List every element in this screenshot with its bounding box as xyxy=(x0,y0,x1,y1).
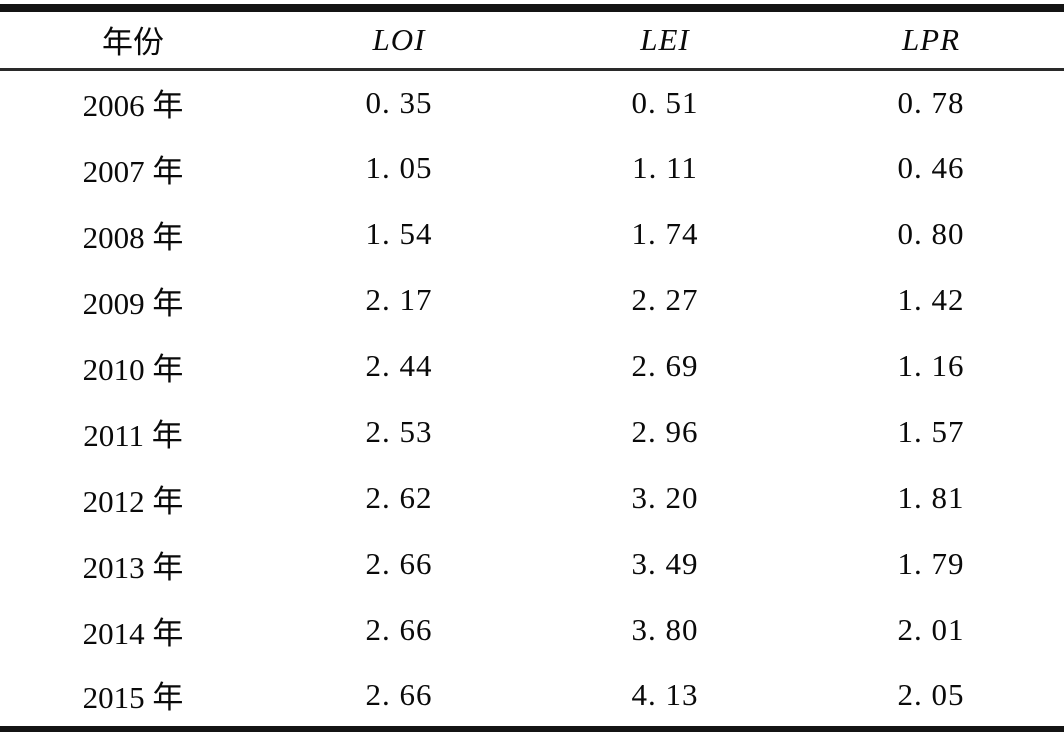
loi-cell: 2. 53 xyxy=(365,414,433,449)
lpr-cell: 0. 78 xyxy=(897,84,965,120)
lpr-cell: 1. 57 xyxy=(897,414,965,449)
lei-cell: 1. 74 xyxy=(631,216,699,251)
table-row-2014: 2014 年 2. 66 3. 80 2. 01 xyxy=(0,597,1064,663)
table-row-2013: 2013 年 2. 66 3. 49 1. 79 xyxy=(0,531,1064,597)
column-header-loi: LOI xyxy=(372,21,426,57)
table-row-2011: 2011 年 2. 53 2. 96 1. 57 xyxy=(0,399,1064,465)
year-cell: 2011 年 xyxy=(83,417,183,453)
year-cell: 2006 年 xyxy=(82,88,184,124)
table-row-2009: 2009 年 2. 17 2. 27 1. 42 xyxy=(0,267,1064,333)
lei-cell: 4. 13 xyxy=(631,676,699,712)
lei-cell: 3. 49 xyxy=(631,546,699,581)
lpr-cell: 2. 05 xyxy=(897,676,965,712)
lpr-cell: 1. 81 xyxy=(897,480,965,515)
year-cell: 2014 年 xyxy=(82,615,184,651)
table-header: 年份 LOI LEI LPR xyxy=(0,8,1064,69)
loi-cell: 2. 66 xyxy=(365,546,433,581)
header-row: 年份 LOI LEI LPR xyxy=(0,8,1064,69)
year-cell: 2008 年 xyxy=(82,219,184,255)
lpr-cell: 1. 79 xyxy=(897,546,965,581)
loi-cell: 2. 66 xyxy=(365,612,433,647)
data-table: 年份 LOI LEI LPR 2006 年 0. 35 0. 51 0. 78 … xyxy=(0,4,1064,732)
lei-cell: 1. 11 xyxy=(632,150,698,185)
lpr-cell: 0. 46 xyxy=(897,150,965,185)
loi-cell: 1. 05 xyxy=(365,150,433,185)
lei-cell: 2. 96 xyxy=(631,414,699,449)
loi-cell: 2. 62 xyxy=(365,480,433,515)
lei-cell: 3. 20 xyxy=(631,480,699,515)
loi-cell: 0. 35 xyxy=(365,84,433,120)
column-header-year: 年份 xyxy=(102,25,164,61)
lpr-cell: 2. 01 xyxy=(897,612,965,647)
lei-cell: 2. 69 xyxy=(631,348,699,383)
table-row-2006: 2006 年 0. 35 0. 51 0. 78 xyxy=(0,69,1064,135)
lei-cell: 0. 51 xyxy=(631,84,699,120)
column-header-lpr: LPR xyxy=(901,21,961,57)
loi-cell: 2. 44 xyxy=(365,348,433,383)
lpr-cell: 0. 80 xyxy=(897,216,965,251)
table-body: 2006 年 0. 35 0. 51 0. 78 2007 年 1. 05 1.… xyxy=(0,69,1064,729)
lpr-cell: 1. 42 xyxy=(897,282,965,317)
year-cell: 2012 年 xyxy=(82,483,184,519)
table-row-2007: 2007 年 1. 05 1. 11 0. 46 xyxy=(0,135,1064,201)
table-row-2015: 2015 年 2. 66 4. 13 2. 05 xyxy=(0,663,1064,729)
year-cell: 2013 年 xyxy=(82,549,184,585)
table-row-2008: 2008 年 1. 54 1. 74 0. 80 xyxy=(0,201,1064,267)
year-cell: 2009 年 xyxy=(82,285,184,321)
table-row-2012: 2012 年 2. 62 3. 20 1. 81 xyxy=(0,465,1064,531)
year-cell: 2010 年 xyxy=(82,351,184,387)
loi-cell: 1. 54 xyxy=(365,216,433,251)
lei-cell: 3. 80 xyxy=(631,612,699,647)
year-cell: 2015 年 xyxy=(82,680,184,715)
lpr-cell: 1. 16 xyxy=(897,348,965,383)
column-header-lei: LEI xyxy=(640,21,690,57)
year-cell: 2007 年 xyxy=(82,153,184,189)
table-row-2010: 2010 年 2. 44 2. 69 1. 16 xyxy=(0,333,1064,399)
loi-cell: 2. 17 xyxy=(365,282,433,317)
loi-cell: 2. 66 xyxy=(365,676,433,712)
lei-cell: 2. 27 xyxy=(631,282,699,317)
